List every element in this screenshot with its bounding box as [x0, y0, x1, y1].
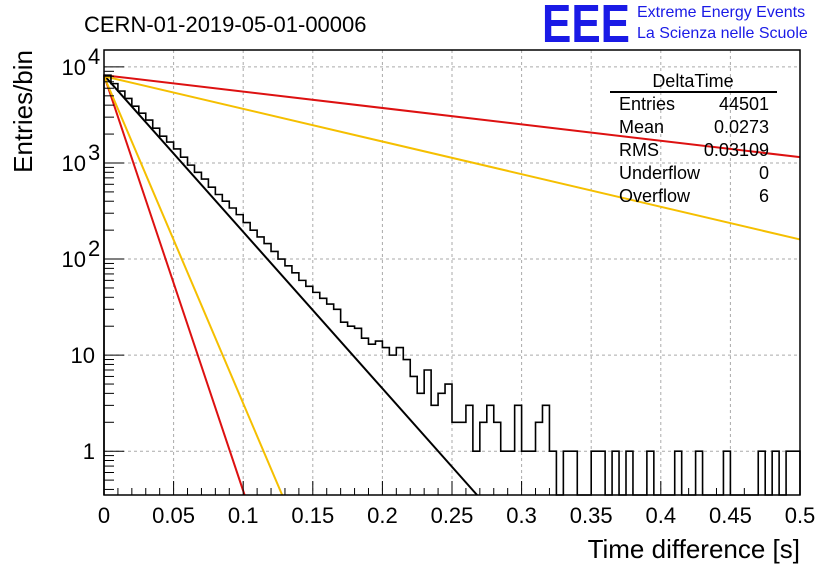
x-tick-label: 0.2	[367, 503, 398, 528]
y-tick-exponent: 4	[88, 44, 100, 69]
logo-letters: EEE	[542, 0, 630, 54]
y-tick-label: 1	[83, 439, 95, 464]
stats-value: 0.03109	[704, 140, 769, 160]
x-tick-label: 0.5	[785, 503, 816, 528]
stats-label: Overflow	[619, 186, 691, 206]
y-tick-label: 10	[62, 247, 86, 272]
y-tick-exponent: 2	[88, 236, 100, 261]
x-tick-label: 0	[98, 503, 110, 528]
fit-line	[103, 74, 478, 496]
y-tick-label: 10	[62, 151, 86, 176]
y-axis-title: Entries/bin	[8, 50, 38, 173]
axis-ticks	[103, 66, 801, 495]
stats-box: DeltaTime Entries 44501 Mean 0.0273 RMS …	[610, 71, 777, 206]
stats-label: Underflow	[619, 163, 701, 183]
stats-value: 6	[759, 186, 769, 206]
stats-label: RMS	[619, 140, 659, 160]
y-tick-label: 10	[71, 343, 95, 368]
fit-line	[103, 75, 801, 241]
stats-value: 0	[759, 163, 769, 183]
stats-label: Entries	[619, 94, 675, 114]
stats-value: 44501	[719, 94, 769, 114]
fit-line	[103, 74, 801, 159]
fit-line	[103, 75, 284, 496]
fit-line	[103, 74, 246, 496]
x-tick-label: 0.15	[291, 503, 334, 528]
x-axis-title: Time difference [s]	[588, 534, 800, 564]
x-tick-label: 0.05	[152, 503, 195, 528]
y-tick-exponent: 3	[88, 140, 100, 165]
x-tick-label: 0.4	[646, 503, 677, 528]
x-tick-label: 0.45	[709, 503, 752, 528]
stats-label: Mean	[619, 117, 664, 137]
x-tick-label: 0.25	[431, 503, 474, 528]
fit-lines	[103, 74, 801, 496]
x-tick-label: 0.1	[228, 503, 259, 528]
run-title: CERN-01-2019-05-01-00006	[84, 12, 367, 37]
stats-value: 0.0273	[714, 117, 769, 137]
x-tick-labels: 0 0.05 0.1 0.15 0.2 0.25 0.3 0.35 0.4 0.45 0.5	[98, 503, 815, 528]
stats-title: DeltaTime	[652, 71, 733, 91]
x-tick-label: 0.35	[570, 503, 613, 528]
logo: EEE Extreme Energy Events La Scienza nel…	[542, 0, 808, 54]
y-tick-label: 10	[62, 55, 86, 80]
logo-line1: Extreme Energy Events	[637, 4, 805, 21]
grid	[104, 50, 800, 495]
x-tick-label: 0.3	[506, 503, 537, 528]
logo-line2: La Scienza nelle Scuole	[637, 25, 808, 42]
